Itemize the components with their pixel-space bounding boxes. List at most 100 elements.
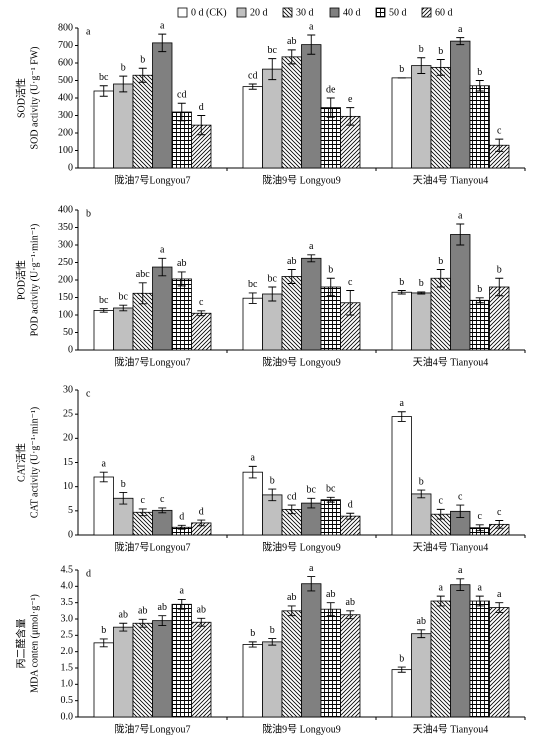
x-tick-label: 陇油7号Longyou7	[114, 355, 190, 368]
error-bar	[417, 489, 426, 499]
significance-letter: bc	[99, 72, 109, 83]
error-bar	[158, 33, 167, 53]
legend-swatch	[421, 7, 432, 18]
bar	[132, 74, 153, 169]
bar	[93, 90, 114, 169]
y-tick-label: 5	[68, 505, 73, 516]
panel-label: c	[86, 388, 91, 399]
bar	[469, 600, 490, 718]
significance-letter: bc	[248, 279, 258, 290]
y-axis-label: SOD活性	[14, 78, 27, 118]
y-tick-label: 20	[63, 433, 73, 444]
error-bar	[158, 507, 167, 514]
y-tick-label: 0	[68, 162, 73, 173]
error-bar	[326, 97, 335, 118]
legend-label: 20 d	[250, 7, 268, 18]
bar	[391, 77, 412, 169]
significance-letter: ab	[417, 616, 426, 627]
error-bar	[197, 617, 206, 627]
error-bar	[119, 75, 128, 93]
x-tick-label: 天油4号 Tianyou4	[413, 722, 488, 735]
error-bar	[99, 85, 108, 97]
significance-letter: b	[250, 628, 255, 639]
significance-letter: ab	[197, 605, 206, 616]
error-bar	[456, 37, 465, 46]
bar	[242, 644, 263, 718]
error-bar	[436, 508, 445, 520]
bar	[411, 65, 432, 169]
x-tick-label: 陇油7号Longyou7	[114, 722, 190, 735]
y-axis-label: POD活性	[14, 260, 27, 300]
y-tick-label: 350	[58, 222, 73, 233]
error-bar	[346, 107, 355, 126]
bar	[450, 40, 471, 169]
legend-label: 40 d	[343, 7, 361, 18]
y-tick-label: 4.0	[61, 581, 74, 592]
significance-letter: a	[439, 582, 444, 593]
y-tick-label: 400	[58, 92, 73, 103]
bar	[152, 509, 173, 536]
significance-letter: b	[438, 256, 443, 267]
significance-letter: c	[458, 491, 463, 502]
y-tick-label: 300	[58, 110, 73, 121]
error-bar	[99, 308, 108, 313]
panel-label: b	[86, 208, 91, 219]
bar	[450, 234, 471, 351]
legend-swatch	[329, 7, 340, 18]
y-tick-label: 3.5	[61, 597, 74, 608]
significance-letter: a	[251, 453, 256, 464]
significance-letter: ab	[287, 36, 296, 47]
y-tick-label: 100	[58, 145, 73, 156]
significance-letter: c	[497, 507, 502, 518]
error-bar	[177, 598, 186, 610]
significance-letter: a	[160, 20, 165, 31]
legend-swatch	[282, 7, 293, 18]
legend-swatch	[375, 7, 386, 18]
significance-letter: bc	[307, 485, 317, 496]
legend-swatch	[236, 7, 247, 18]
bar	[152, 42, 173, 169]
error-bar	[177, 524, 186, 530]
y-tick-label: 100	[58, 309, 73, 320]
error-bar	[475, 80, 484, 92]
y-tick-label: 500	[58, 75, 73, 86]
legend-label: 30 d	[296, 7, 314, 18]
y-axis-label: CAT activity (U·g⁻¹·min⁻¹)	[29, 407, 40, 518]
y-axis-label: 丙二醛含量	[14, 619, 27, 669]
significance-letter: a	[102, 458, 107, 469]
legend-label: 0 d (CK)	[191, 7, 227, 18]
y-tick-label: 4.5	[61, 564, 74, 575]
error-bar	[158, 257, 167, 277]
bar	[281, 610, 302, 718]
significance-letter: c	[348, 277, 353, 288]
bar	[191, 621, 212, 718]
significance-letter: e	[348, 94, 353, 105]
error-bar	[177, 271, 186, 287]
significance-letter: c	[199, 297, 204, 308]
bar	[391, 669, 412, 718]
error-bar	[268, 638, 277, 646]
significance-letter: b	[399, 277, 404, 288]
y-tick-label: 1.5	[61, 662, 74, 673]
error-bar	[248, 83, 257, 90]
error-bar	[307, 254, 316, 263]
error-bar	[307, 34, 316, 55]
error-bar	[397, 411, 406, 422]
error-bar	[495, 138, 504, 152]
significance-letter: cd	[287, 491, 296, 502]
error-bar	[138, 508, 147, 517]
y-tick-label: 400	[58, 204, 73, 215]
significance-letter: ab	[287, 256, 296, 267]
y-tick-label: 50	[63, 327, 73, 338]
significance-letter: cd	[248, 70, 257, 81]
error-bar	[119, 304, 128, 312]
bar	[411, 493, 432, 536]
error-bar	[495, 277, 504, 297]
significance-letter: c	[478, 511, 483, 522]
error-bar	[436, 269, 445, 288]
error-bar	[268, 286, 277, 302]
bar	[411, 633, 432, 718]
error-bar	[99, 638, 108, 648]
error-bar	[197, 519, 206, 527]
